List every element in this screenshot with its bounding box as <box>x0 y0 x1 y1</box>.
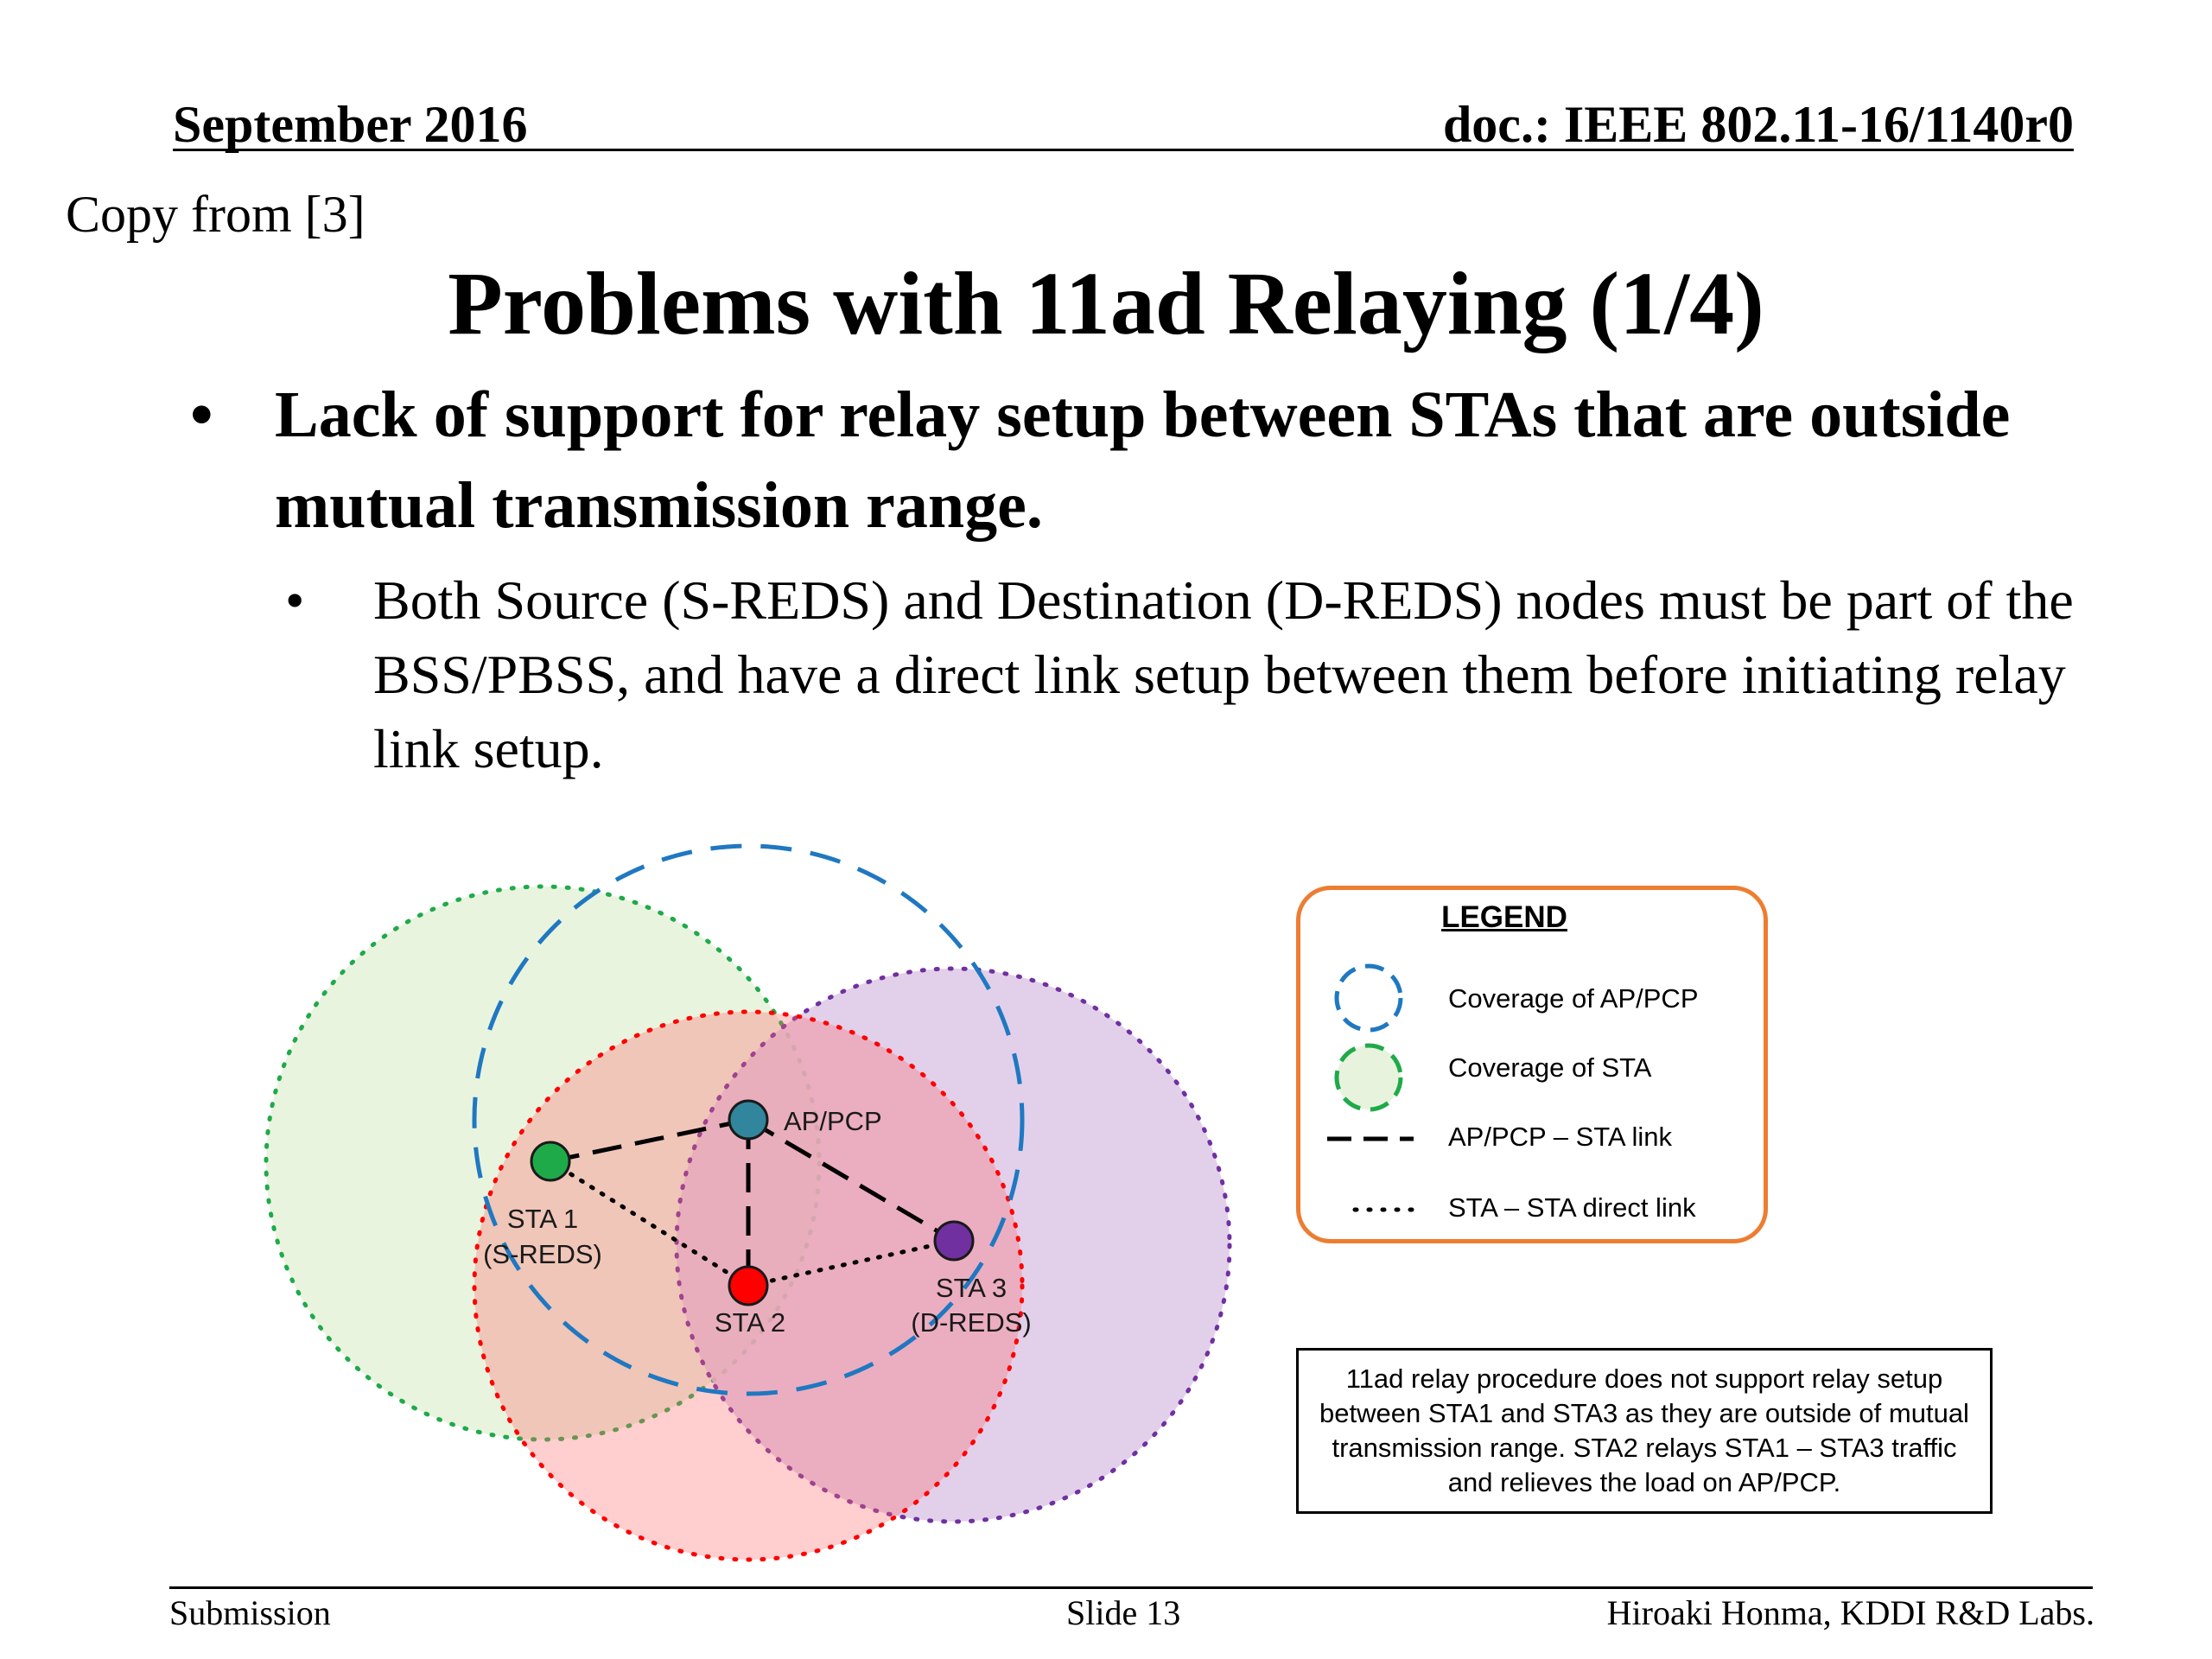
footer-author: Hiroaki Honma, KDDI R&D Labs. <box>1606 1593 2094 1632</box>
sta2-label: STA 2 <box>715 1307 785 1338</box>
legend-item-ap-coverage: Coverage of AP/PCP <box>1448 983 1699 1014</box>
ap-coverage <box>472 843 1025 1396</box>
ap-label: AP/PCP <box>784 1106 882 1136</box>
legend-item-ap-sta-link: AP/PCP – STA link <box>1448 1122 1673 1152</box>
header-rule <box>173 149 2074 151</box>
sta1-node <box>530 1141 571 1182</box>
bullet-marker-level1: • <box>190 378 213 451</box>
sta3-label-line2: (D-REDS) <box>911 1307 1032 1338</box>
note-box: 11ad relay procedure does not support re… <box>1296 1348 1993 1514</box>
note-text: 11ad relay procedure does not support re… <box>1319 1363 1969 1497</box>
sta1-label-line2: (S-REDS) <box>483 1239 602 1269</box>
ap-sta3-link <box>747 1117 956 1243</box>
bullet-level2: Both Source (S-REDS) and Destination (D-… <box>373 569 2074 779</box>
sta1-sta2-direct-link <box>548 1159 751 1288</box>
bullet-level1: Lack of support for relay setup between … <box>275 378 2011 542</box>
header-doc-id: doc.: IEEE 802.11-16/1140r0 <box>1442 96 2074 153</box>
legend-item-sta-coverage: Coverage of STA <box>1448 1052 1652 1083</box>
legend-item-sta-sta-link: STA – STA direct link <box>1448 1192 1696 1223</box>
sta3-node <box>933 1220 975 1262</box>
ap-node <box>728 1099 769 1141</box>
sta1-label-line1: STA 1 <box>507 1204 578 1234</box>
sta2-node <box>728 1265 769 1306</box>
footer-submission: Submission <box>169 1593 331 1632</box>
footer-rule <box>169 1586 2093 1589</box>
dashed-green-circle-icon <box>1334 1043 1403 1112</box>
copy-note: Copy from [3] <box>66 186 365 243</box>
sta3-label-line1: STA 3 <box>936 1273 1007 1303</box>
ap-sta1-link <box>550 1117 749 1164</box>
footer-slide-number: Slide 13 <box>1066 1593 1181 1632</box>
slide-title: Problems with 11ad Relaying (1/4) <box>448 254 1764 353</box>
legend-box <box>1296 886 1768 1243</box>
dashed-blue-circle-icon <box>1334 963 1403 1033</box>
legend-title: LEGEND <box>1441 900 1567 934</box>
bullet-marker-level2: • <box>285 569 305 631</box>
header-date: September 2016 <box>173 96 528 153</box>
sta2-sta3-direct-link <box>746 1238 957 1288</box>
